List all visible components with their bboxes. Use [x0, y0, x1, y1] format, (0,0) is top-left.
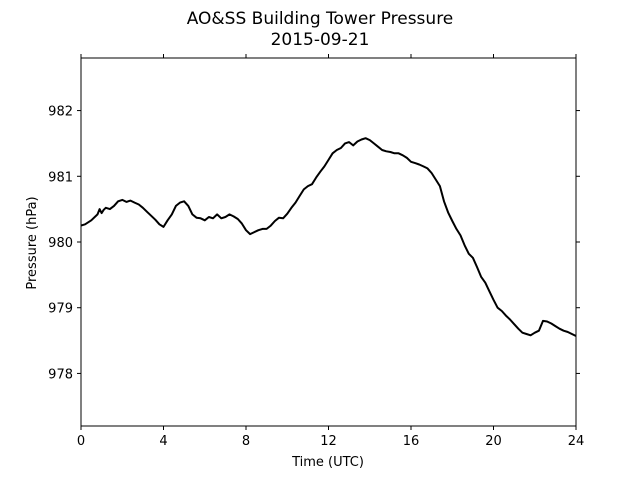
x-tick-label-24: 24: [568, 434, 585, 449]
y-tick-label-981: 981: [48, 170, 73, 185]
y-tick-label-978: 978: [48, 367, 73, 382]
plot-area: 0 4 8 12 16 20 24 978 979 980 981 982: [48, 54, 584, 449]
x-tick-label-12: 12: [320, 434, 337, 449]
x-tick-label-16: 16: [403, 434, 420, 449]
y-tick-label-982: 982: [48, 105, 73, 120]
x-tick-label-8: 8: [242, 434, 250, 449]
x-tick-label-0: 0: [77, 434, 85, 449]
chart-title: AO&SS Building Tower Pressure: [187, 9, 454, 29]
chart-subtitle: 2015-09-21: [271, 30, 370, 50]
y-axis-label: Pressure (hPa): [25, 196, 40, 289]
x-tick-label-4: 4: [159, 434, 167, 449]
x-tick-label-20: 20: [485, 434, 502, 449]
plot-frame: [80, 57, 577, 427]
y-tick-label-979: 979: [48, 302, 73, 317]
y-tick-label-980: 980: [48, 236, 73, 251]
x-axis-label: Time (UTC): [291, 455, 364, 470]
series-line-0: [80, 137, 577, 337]
